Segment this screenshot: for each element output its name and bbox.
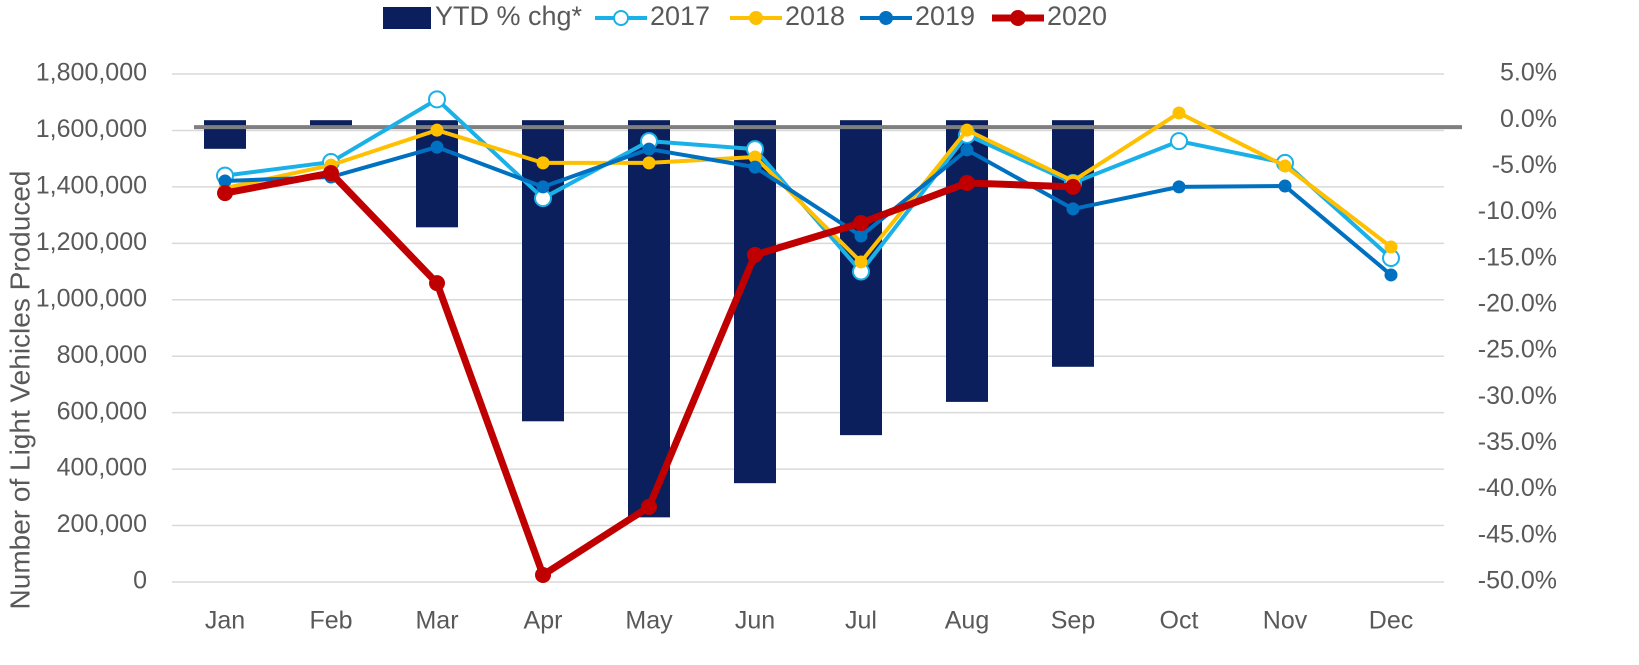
point: [1172, 180, 1186, 194]
point: [747, 246, 763, 263]
y2-tick-label: -30.0%: [1478, 382, 1557, 410]
legend-label: 2018: [785, 1, 845, 31]
legend-label: YTD % chg*: [435, 1, 583, 31]
point: [429, 275, 445, 292]
point: [1066, 202, 1080, 216]
point: [430, 123, 444, 137]
point: [642, 142, 656, 156]
point: [1065, 178, 1081, 195]
y2-tick-label: -5.0%: [1492, 151, 1557, 179]
x-tick-label: Jul: [845, 607, 877, 635]
point: [959, 174, 975, 191]
bar: [522, 120, 564, 422]
y-tick-label: 1,200,000: [36, 228, 147, 256]
bar: [416, 120, 458, 228]
series-line: [224, 145, 1393, 277]
y-tick-label: 1,400,000: [36, 171, 147, 199]
point: [323, 165, 339, 182]
legend-label: 2017: [650, 1, 710, 31]
y2-tick-label: -20.0%: [1478, 290, 1557, 318]
y-tick-label: 200,000: [57, 510, 147, 538]
bar: [628, 120, 670, 518]
y2-tick-label: -10.0%: [1478, 197, 1557, 225]
point: [853, 215, 869, 232]
point: [218, 174, 232, 188]
bar: [204, 120, 246, 149]
y2-tick-label: 5.0%: [1500, 59, 1557, 87]
y-tick-label: 800,000: [57, 341, 147, 369]
y2-tick-label: -35.0%: [1478, 428, 1557, 456]
x-tick-label: Dec: [1369, 607, 1413, 635]
y-tick-label: 1,600,000: [36, 115, 147, 143]
y2-tick-label: -15.0%: [1478, 243, 1557, 271]
x-tick-label: Apr: [524, 607, 563, 635]
y2-tick-label: -50.0%: [1478, 567, 1557, 595]
point: [428, 90, 446, 109]
point: [1384, 240, 1398, 254]
legend-marker: [879, 11, 893, 25]
legend-label: 2019: [915, 1, 975, 31]
legend-marker: [1010, 10, 1026, 26]
bar: [946, 120, 988, 402]
y-tick-label: 600,000: [57, 397, 147, 425]
point: [642, 156, 656, 170]
point: [960, 123, 974, 137]
point: [748, 160, 762, 174]
y2-tick-label: -45.0%: [1478, 520, 1557, 548]
x-tick-label: Jun: [735, 607, 775, 635]
point: [217, 185, 233, 202]
x-tick-label: Feb: [309, 607, 352, 635]
y2-tick-label: -25.0%: [1478, 336, 1557, 364]
point: [641, 498, 657, 515]
x-tick-label: Mar: [415, 607, 458, 635]
point: [854, 229, 868, 243]
legend-marker: [749, 11, 763, 25]
y-tick-label: 0: [133, 567, 147, 595]
x-tick-label: Oct: [1160, 607, 1199, 635]
point: [960, 143, 974, 157]
x-tick-label: May: [625, 607, 673, 635]
bar: [310, 120, 352, 126]
series-line: [224, 110, 1393, 264]
y-tick-label: 1,000,000: [36, 284, 147, 312]
point: [1278, 179, 1292, 193]
legend-label: 2020: [1047, 1, 1107, 31]
point: [1384, 268, 1398, 282]
legend-marker: [613, 10, 629, 26]
point: [854, 255, 868, 269]
point: [430, 140, 444, 154]
point: [748, 150, 762, 164]
x-tick-label: Aug: [945, 607, 989, 635]
point: [536, 180, 550, 194]
x-tick-label: Nov: [1263, 607, 1308, 635]
bar: [1052, 120, 1094, 367]
y2-tick-label: -40.0%: [1478, 474, 1557, 502]
point: [1278, 159, 1292, 173]
point: [535, 566, 551, 583]
x-tick-label: Sep: [1051, 607, 1095, 635]
y-axis-label: Number of Light Vehicles Produced: [4, 171, 35, 610]
x-tick-label: Jan: [205, 607, 245, 635]
y-tick-label: 1,800,000: [36, 59, 147, 87]
y2-tick-label: 0.0%: [1500, 105, 1557, 133]
y-tick-label: 400,000: [57, 454, 147, 482]
point: [536, 156, 550, 170]
legend-swatch: [383, 7, 431, 29]
point: [1170, 132, 1188, 151]
point: [1172, 106, 1186, 120]
bar: [734, 120, 776, 484]
